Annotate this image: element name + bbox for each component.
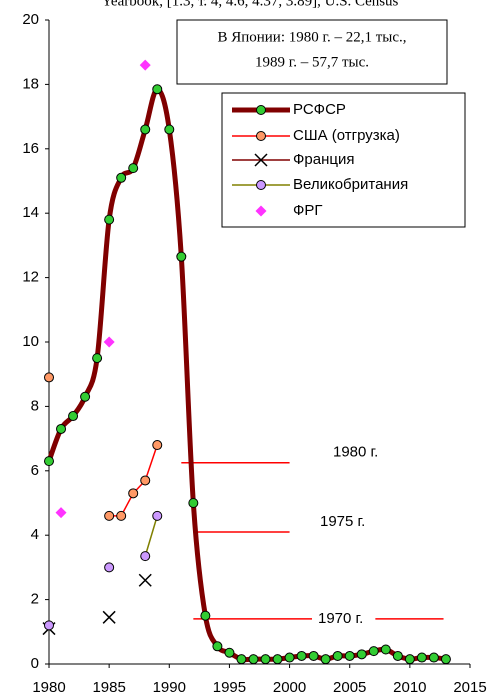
legend-label: РСФСР xyxy=(293,101,346,118)
x-tick-label: 1985 xyxy=(92,679,125,696)
x-tick-label: 1980 xyxy=(32,679,65,696)
y-tick-label: 16 xyxy=(22,140,39,157)
point xyxy=(200,610,211,621)
point xyxy=(272,654,283,665)
chart-title: Yearbook, [1.3, т. 4, 4.6, 4.37, 3.89], … xyxy=(102,0,399,9)
point xyxy=(44,372,54,383)
point xyxy=(296,650,307,661)
annotation-label: 1970 г. xyxy=(318,610,363,627)
point xyxy=(368,646,379,657)
point xyxy=(152,84,163,95)
point-cross xyxy=(254,153,268,167)
annotation-label: 1975 г. xyxy=(320,513,365,530)
point xyxy=(116,510,127,521)
inset-text: В Японии: 1980 г. – 22,1 тыс., xyxy=(217,29,406,45)
point xyxy=(140,475,151,486)
legend-label: США (отгрузка) xyxy=(293,127,400,144)
point xyxy=(68,411,79,422)
legend-label: Великобритания xyxy=(293,176,408,193)
point xyxy=(260,654,271,665)
point xyxy=(164,124,175,135)
point-cross xyxy=(102,610,116,624)
point xyxy=(139,59,151,71)
point xyxy=(380,644,391,655)
point xyxy=(152,440,163,451)
y-tick-label: 0 xyxy=(31,655,39,672)
point xyxy=(224,647,235,658)
y-tick-label: 10 xyxy=(22,333,39,350)
y-tick-label: 20 xyxy=(22,11,39,28)
point xyxy=(152,510,163,521)
x-tick-label: 2010 xyxy=(393,679,426,696)
point xyxy=(248,654,259,665)
y-tick-label: 6 xyxy=(31,462,39,479)
point xyxy=(44,620,54,631)
point xyxy=(104,510,115,521)
y-tick-label: 14 xyxy=(22,204,39,221)
y-tick-label: 12 xyxy=(22,269,39,286)
point xyxy=(104,562,115,573)
point xyxy=(128,488,139,499)
legend-label: Франция xyxy=(293,151,354,168)
point xyxy=(392,650,403,661)
point xyxy=(256,131,266,141)
point xyxy=(56,423,67,434)
y-tick-label: 4 xyxy=(31,526,39,543)
point xyxy=(332,650,343,661)
point xyxy=(116,172,127,183)
point xyxy=(256,180,266,190)
point xyxy=(284,652,295,663)
point xyxy=(80,391,91,402)
point xyxy=(44,456,54,467)
point xyxy=(344,650,355,661)
point xyxy=(308,650,319,661)
y-tick-label: 8 xyxy=(31,397,39,414)
point xyxy=(416,652,427,663)
point xyxy=(236,654,247,665)
point xyxy=(255,205,267,217)
inset-box xyxy=(176,19,448,85)
point xyxy=(128,163,139,174)
x-tick-label: 2015 xyxy=(453,679,486,696)
point xyxy=(254,153,268,167)
inset-text: 1989 г. – 57,7 тыс. xyxy=(255,54,369,70)
point xyxy=(404,654,415,665)
point xyxy=(440,654,451,665)
annotation-label: 1980 г. xyxy=(333,444,378,461)
point xyxy=(356,649,367,660)
point xyxy=(428,652,439,663)
point xyxy=(212,641,223,652)
point xyxy=(92,353,103,364)
y-tick-label: 2 xyxy=(31,591,39,608)
point xyxy=(140,551,151,562)
point xyxy=(256,105,266,115)
point xyxy=(188,498,199,508)
x-tick-label: 1990 xyxy=(153,679,186,696)
y-tick-label: 18 xyxy=(22,75,39,92)
point xyxy=(102,610,116,624)
point xyxy=(140,124,151,135)
annotation-bg xyxy=(312,609,376,627)
x-tick-label: 2000 xyxy=(273,679,306,696)
point xyxy=(55,507,67,519)
point-cross xyxy=(138,573,152,587)
point xyxy=(176,251,187,262)
point xyxy=(138,573,152,587)
legend-label: ФРГ xyxy=(293,202,323,219)
point xyxy=(320,654,331,665)
point xyxy=(103,336,115,348)
x-tick-label: 2005 xyxy=(333,679,366,696)
series-line xyxy=(144,515,158,557)
point xyxy=(104,214,115,225)
x-tick-label: 1995 xyxy=(213,679,246,696)
